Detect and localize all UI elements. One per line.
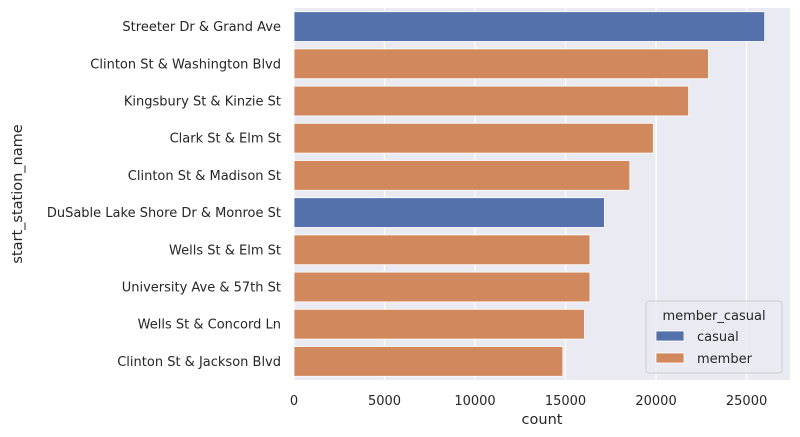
legend-label-member: member — [697, 352, 753, 367]
bar-member — [293, 308, 585, 340]
x-tick-label: 10000 — [454, 394, 495, 409]
bar-member — [293, 122, 654, 154]
y-tick-label: Kingsbury St & Kinzie St — [124, 95, 281, 110]
x-tick-labels: 0 5000 10000 15000 20000 25000 — [290, 394, 767, 409]
y-tick-labels: Streeter Dr & Grand Ave Clinton St & Wash… — [47, 20, 281, 370]
x-tick-label: 15000 — [545, 394, 586, 409]
bar-member — [293, 48, 709, 80]
bar-member — [293, 85, 690, 117]
legend: member_casual casual member — [645, 300, 783, 374]
y-tick-label: Streeter Dr & Grand Ave — [122, 20, 281, 35]
x-tick-label: 25000 — [726, 394, 767, 409]
y-tick-label: Clark St & Elm St — [170, 132, 281, 147]
x-tick-label: 5000 — [368, 394, 401, 409]
y-tick-label: Clinton St & Washington Blvd — [90, 57, 281, 72]
legend-swatch-member — [655, 352, 685, 364]
y-tick-label: DuSable Lake Shore Dr & Monroe St — [47, 206, 281, 221]
x-tick-label: 0 — [290, 394, 298, 409]
legend-title: member_casual — [662, 309, 765, 324]
bar-member — [293, 160, 631, 191]
legend-items: casual member — [655, 330, 753, 367]
bar-member — [293, 271, 591, 303]
x-axis-title: count — [522, 412, 563, 428]
bar-member — [293, 234, 591, 266]
y-tick-label: Clinton St & Madison St — [128, 169, 281, 184]
y-tick-label: Wells St & Concord Ln — [138, 318, 281, 333]
y-tick-label: University Ave & 57th St — [122, 281, 281, 296]
bar-casual — [293, 197, 605, 228]
bar-casual — [293, 11, 766, 42]
bars — [293, 11, 766, 377]
y-tick-label: Clinton St & Jackson Blvd — [117, 355, 281, 370]
x-tick-label: 20000 — [635, 394, 676, 409]
y-tick-label: Wells St & Elm St — [169, 243, 281, 258]
legend-label-casual: casual — [697, 330, 739, 345]
y-axis-title: start_station_name — [10, 124, 26, 263]
bar-member — [293, 346, 564, 377]
legend-swatch-casual — [655, 330, 685, 342]
